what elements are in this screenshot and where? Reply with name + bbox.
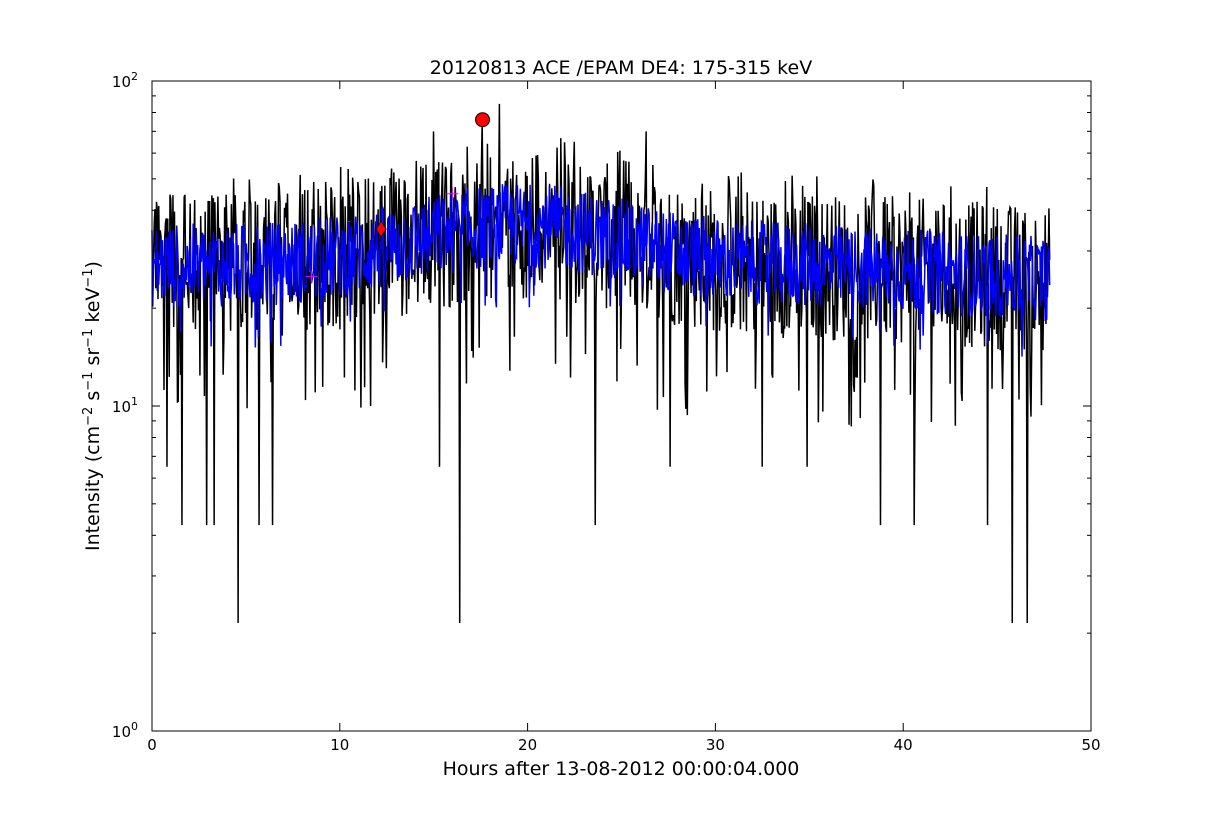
- x-axis-label: Hours after 13-08-2012 00:00:04.000: [443, 758, 800, 780]
- plot-traces: [151, 103, 1051, 623]
- y-axis: 100 101 102: [112, 70, 1091, 741]
- y-tick-label: 102: [112, 70, 138, 91]
- x-axis: 0 10 20 30 40 50: [147, 81, 1101, 754]
- chart-title: 20120813 ACE /EPAM DE4: 175-315 keV: [430, 57, 812, 79]
- x-tick-label: 40: [894, 736, 913, 754]
- x-tick-label: 30: [706, 736, 725, 754]
- event-markers: [305, 112, 491, 283]
- y-tick-label: 101: [112, 395, 138, 416]
- peak-circle-marker: [475, 112, 491, 128]
- y-tick-label: 100: [112, 720, 138, 741]
- x-tick-label: 50: [1081, 736, 1100, 754]
- smoothed-intensity-line: [151, 184, 1051, 357]
- x-tick-label: 10: [330, 736, 349, 754]
- plus-marker: [305, 270, 318, 283]
- x-tick-label: 0: [147, 736, 157, 754]
- y-axis-label: Intensity (cm−2 s−1 sr−1 keV−1): [81, 261, 104, 551]
- onset-diamond-marker: [375, 220, 387, 238]
- x-tick-label: 20: [518, 736, 537, 754]
- plus-marker: [446, 187, 459, 200]
